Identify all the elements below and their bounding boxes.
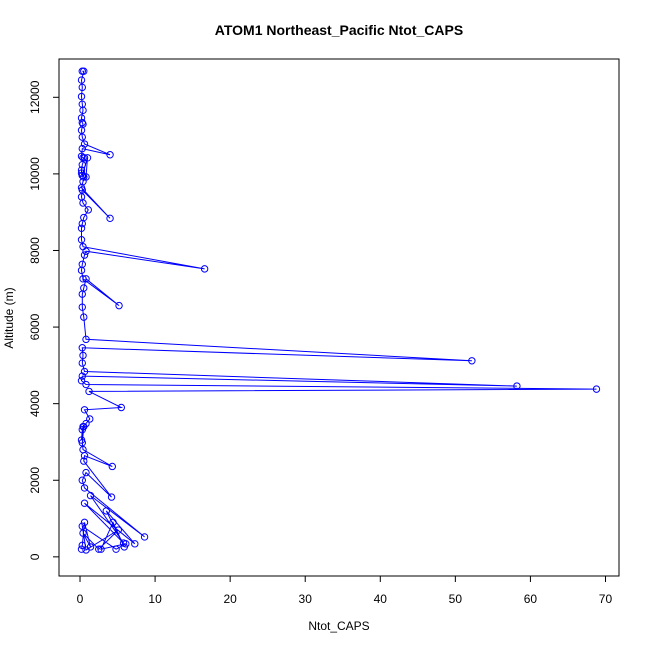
data-point	[107, 493, 116, 501]
data-point	[80, 154, 89, 162]
data-point	[80, 452, 89, 460]
data-point	[108, 462, 116, 471]
data-point	[97, 545, 105, 553]
data-point	[78, 160, 86, 169]
series-layer	[77, 67, 601, 554]
data-point	[80, 140, 89, 148]
data-point	[468, 357, 476, 365]
data-point	[79, 275, 87, 283]
data-point	[79, 199, 87, 207]
data-point	[78, 290, 86, 298]
x-tick-label: 50	[449, 592, 463, 606]
x-tick-label: 0	[77, 592, 84, 606]
data-point	[82, 275, 90, 283]
y-axis-label: Altitude (m)	[2, 287, 16, 348]
data-point	[592, 385, 601, 393]
data-point	[106, 214, 114, 223]
data-point	[77, 166, 86, 174]
data-point	[80, 484, 89, 492]
data-point	[122, 540, 130, 548]
data-point	[140, 533, 149, 541]
data-point	[80, 67, 88, 75]
data-point	[109, 518, 117, 527]
data-point	[83, 154, 92, 162]
data-point	[77, 545, 86, 553]
data-point	[77, 266, 86, 275]
y-tick-label: 12000	[28, 80, 42, 114]
series-line	[80, 70, 597, 551]
y-tick-label: 4000	[28, 390, 42, 417]
data-point	[78, 83, 86, 92]
data-point	[77, 76, 86, 84]
data-point	[77, 376, 86, 385]
data-point	[78, 219, 86, 228]
data-point	[80, 499, 89, 507]
data-point	[78, 439, 86, 447]
data-point	[78, 372, 86, 380]
data-point	[77, 224, 86, 232]
x-tick-label: 10	[148, 592, 162, 606]
data-point	[78, 144, 86, 153]
y-tick-label: 2000	[28, 467, 42, 494]
y-tick-label: 0	[28, 553, 42, 560]
data-point	[78, 67, 86, 75]
data-point	[84, 206, 92, 214]
data-point	[82, 247, 90, 255]
data-point	[80, 422, 88, 431]
data-point	[80, 518, 89, 527]
data-point	[86, 491, 95, 500]
data-point	[77, 126, 86, 134]
data-point	[80, 251, 89, 259]
x-tick-label: 20	[223, 592, 237, 606]
data-point	[79, 529, 87, 537]
data-point	[114, 526, 123, 534]
x-tick-label: 70	[599, 592, 613, 606]
data-point	[82, 468, 90, 477]
x-axis-label: Ntot_CAPS	[308, 619, 369, 633]
data-point	[77, 236, 86, 244]
data-point	[102, 507, 110, 515]
data-point	[80, 173, 88, 181]
data-point	[106, 151, 114, 159]
y-axis: 0 2000 4000 6000 8000 10000 12000	[28, 80, 60, 560]
data-point	[77, 92, 86, 101]
data-point	[82, 380, 90, 389]
data-point	[82, 335, 90, 344]
data-point	[78, 344, 86, 352]
x-tick-label: 40	[374, 592, 388, 606]
data-point	[79, 351, 87, 360]
data-point	[85, 387, 93, 396]
x-tick-label: 30	[299, 592, 313, 606]
data-point	[78, 359, 86, 367]
data-point	[78, 522, 86, 530]
y-tick-label: 10000	[28, 157, 42, 191]
data-point	[112, 545, 120, 553]
chart-title: ATOM1 Northeast_Pacific Ntot_CAPS	[215, 22, 463, 38]
data-point	[115, 301, 123, 310]
plot-frame	[58, 58, 620, 577]
data-point	[80, 367, 89, 376]
x-tick-label: 60	[524, 592, 538, 606]
data-point	[200, 265, 209, 273]
data-point	[80, 313, 88, 321]
data-point	[78, 133, 86, 141]
data-point	[513, 382, 521, 390]
data-point	[86, 543, 95, 551]
data-point	[78, 541, 86, 550]
data-point	[79, 106, 87, 115]
data-point	[117, 403, 126, 412]
y-tick-label: 8000	[28, 237, 42, 264]
data-point	[78, 186, 86, 194]
data-point	[80, 457, 88, 465]
data-point	[95, 545, 103, 553]
data-point	[131, 540, 139, 548]
x-axis: 0 10 20 30 40 50 60 70	[77, 575, 613, 606]
data-point	[78, 476, 86, 484]
data-point	[78, 303, 86, 311]
data-point	[86, 415, 94, 423]
y-tick-label: 6000	[28, 313, 42, 340]
data-point	[80, 406, 89, 414]
